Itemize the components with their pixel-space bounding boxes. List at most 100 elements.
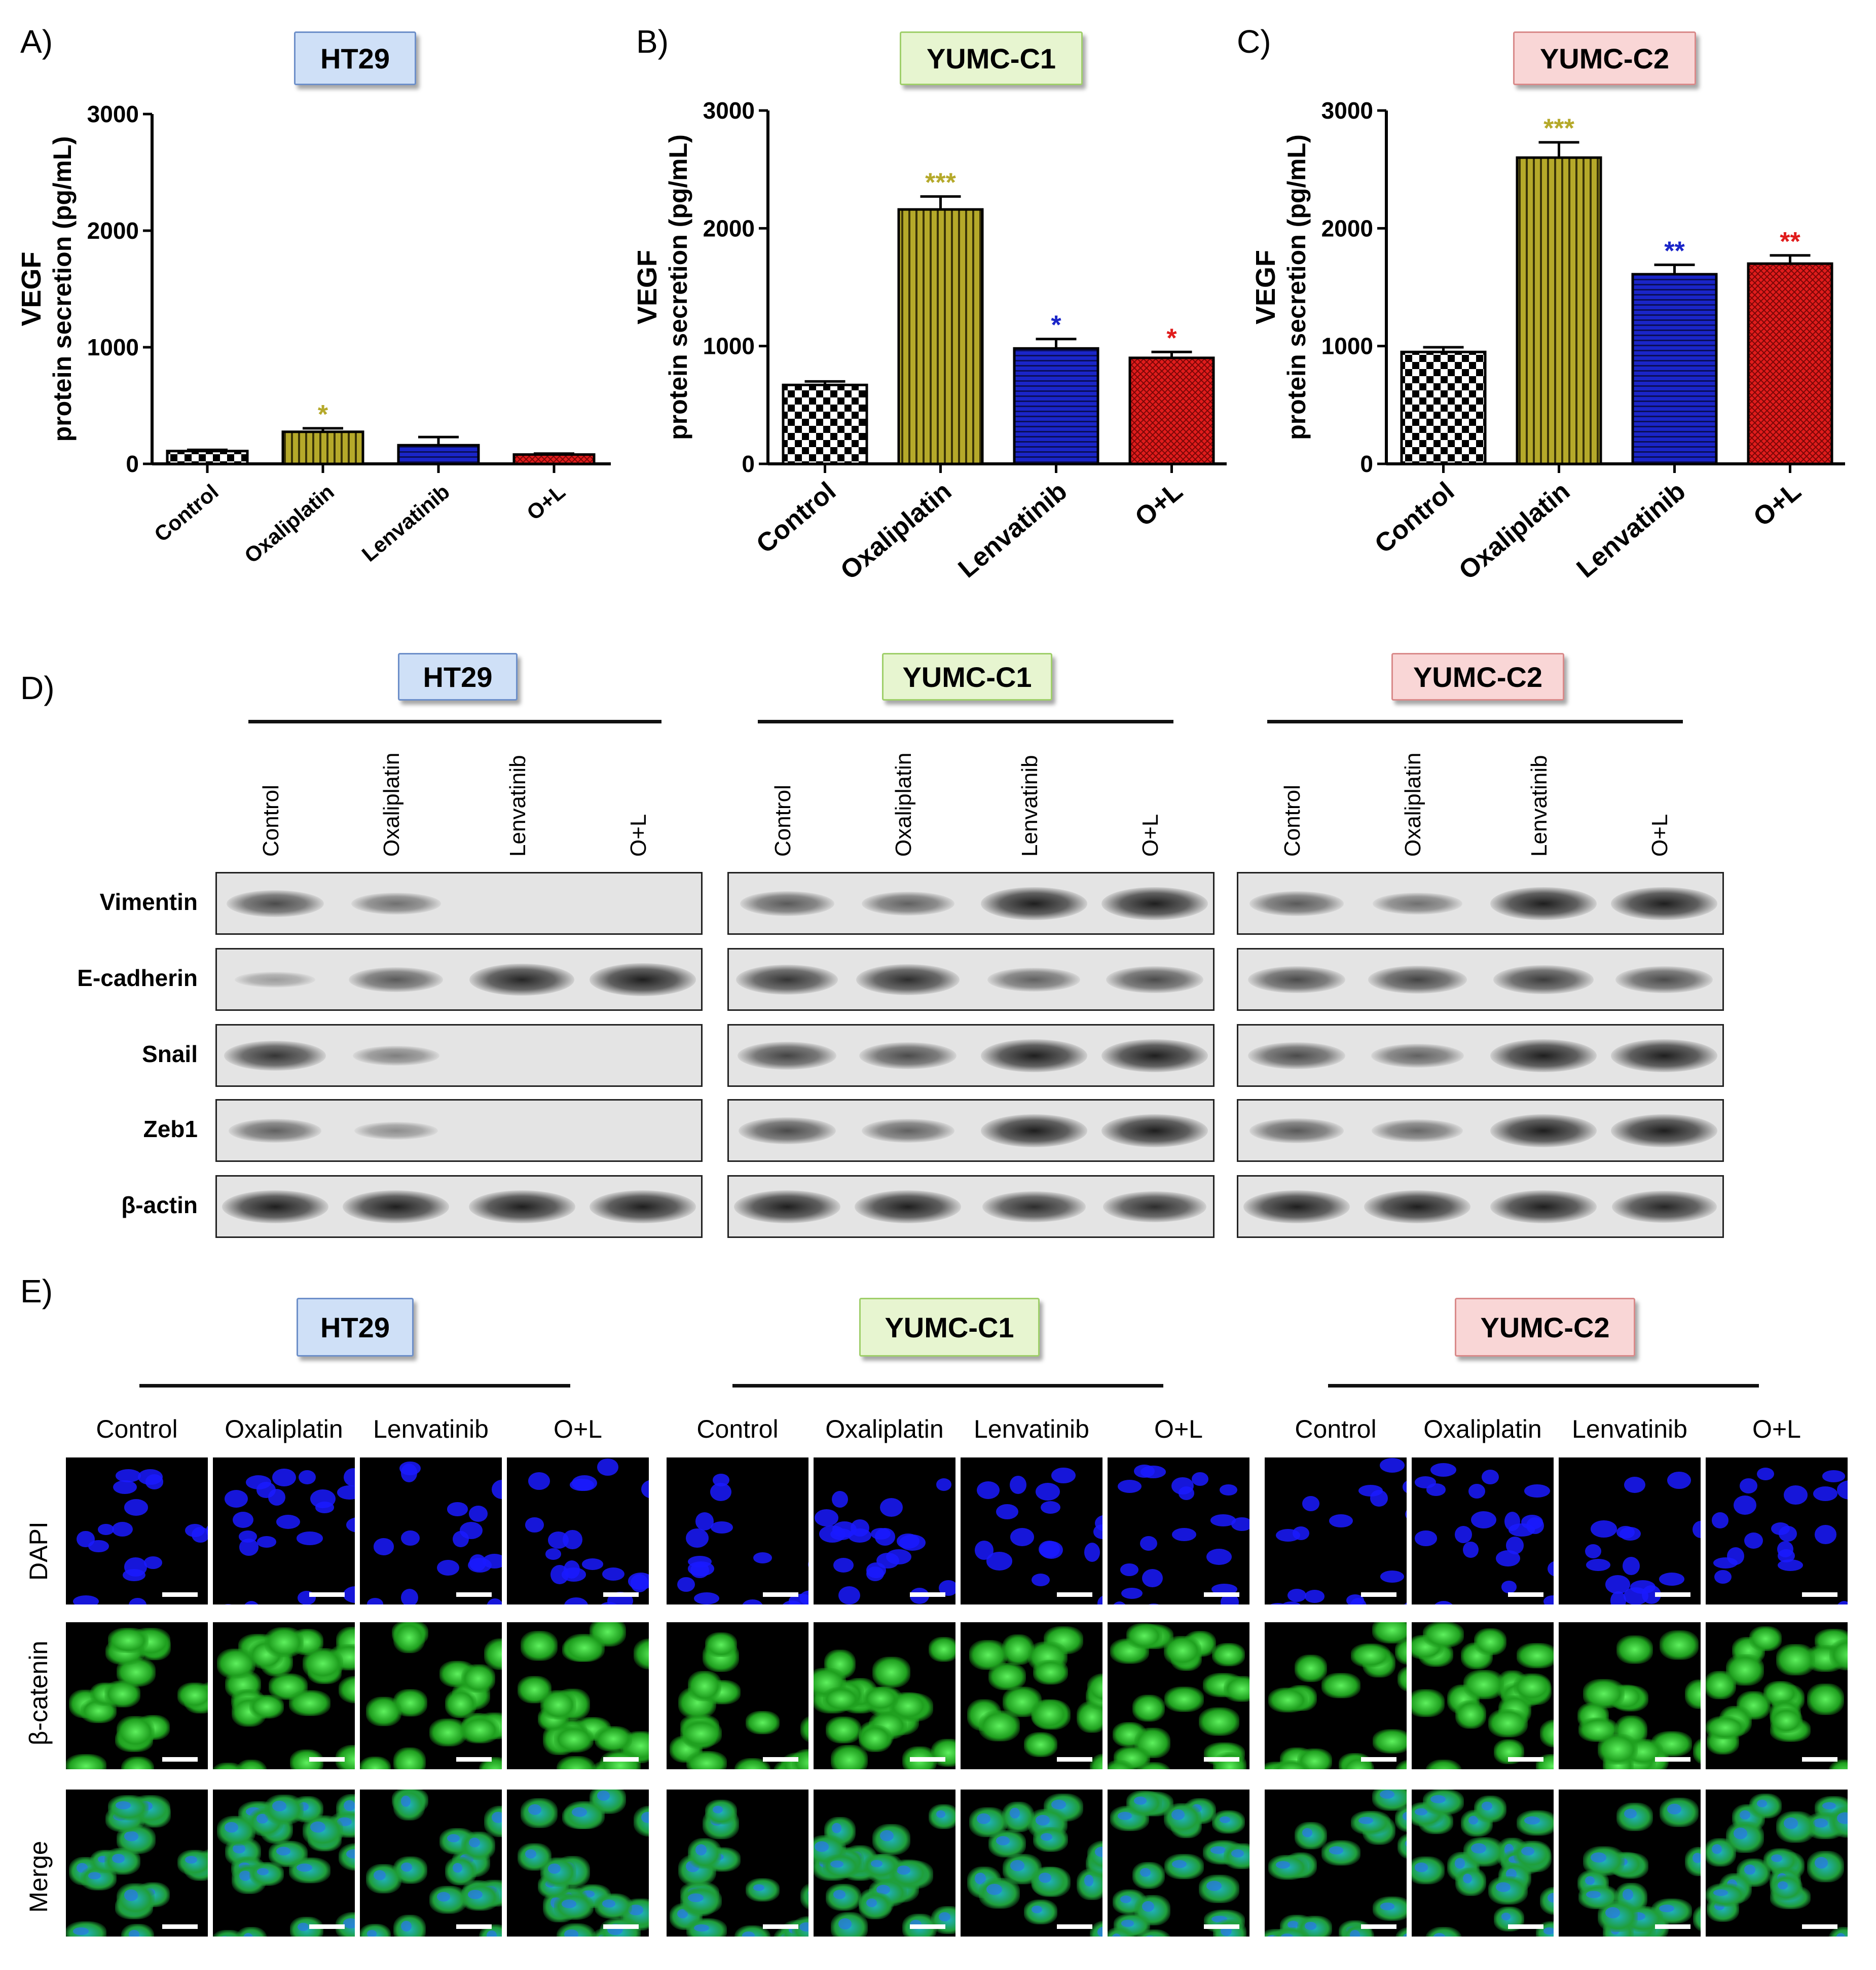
merge-nucleus — [1524, 1816, 1540, 1825]
if-image — [667, 1622, 808, 1769]
nucleus — [876, 1552, 899, 1569]
nucleus — [1501, 1581, 1517, 1593]
catenin-cell — [461, 1664, 495, 1693]
if-image — [1706, 1457, 1848, 1604]
nucleus — [986, 1552, 1013, 1571]
nucleus — [239, 1539, 259, 1556]
if-image — [814, 1457, 955, 1604]
catenin-cell — [557, 1756, 596, 1769]
scale-bar — [1057, 1592, 1092, 1597]
nucleus — [224, 1489, 248, 1508]
bar — [1516, 156, 1602, 465]
merge-nucleus — [1744, 1865, 1756, 1875]
nucleus — [1051, 1468, 1076, 1484]
nucleus — [1120, 1563, 1139, 1576]
merge-nucleus — [977, 1813, 991, 1824]
catenin-cell — [1108, 1760, 1135, 1769]
blot-band — [229, 1118, 322, 1143]
merge-nucleus — [343, 1800, 355, 1811]
bar — [897, 208, 984, 465]
blot-band — [354, 1121, 438, 1140]
protein-label: Zeb1 — [143, 1116, 198, 1142]
lane-label: Oxaliplatin — [1401, 752, 1426, 857]
catenin-cell — [969, 1639, 1008, 1670]
if-image — [1559, 1622, 1701, 1769]
if-image — [1559, 1790, 1701, 1937]
nucleus — [799, 1590, 808, 1604]
nucleus — [1630, 1580, 1656, 1594]
nucleus — [1454, 1526, 1472, 1544]
if-condition-label: Control — [696, 1415, 779, 1443]
nucleus — [1117, 1480, 1142, 1493]
nucleus — [1094, 1515, 1102, 1532]
merge-nucleus — [561, 1900, 576, 1908]
if-image — [1108, 1622, 1249, 1769]
nucleus — [1482, 1469, 1499, 1485]
blot-band — [740, 891, 834, 916]
catenin-cell — [554, 1726, 594, 1753]
nucleus — [1111, 1601, 1128, 1604]
western-title-yumc-c1: YUMC-C1 — [882, 653, 1052, 701]
merge-nucleus — [310, 1821, 326, 1833]
nucleus — [1524, 1484, 1550, 1498]
catenin-cell — [289, 1690, 330, 1716]
merge-nucleus — [866, 1898, 877, 1908]
blot-band — [738, 1041, 837, 1070]
catenin-cell — [1212, 1643, 1245, 1667]
nucleus — [1784, 1485, 1808, 1505]
merge-nucleus — [1111, 1933, 1121, 1937]
catenin-cell — [705, 1632, 737, 1658]
merge-nucleus — [1275, 1860, 1291, 1869]
bar — [166, 450, 249, 465]
if-title-ht29: HT29 — [297, 1298, 414, 1357]
nucleus — [129, 1598, 146, 1604]
catenin-cell — [121, 1757, 154, 1769]
y-axis-label: VEGF — [1250, 250, 1281, 324]
western-group-line-yumc-c1 — [758, 720, 1173, 723]
catenin-cell — [393, 1747, 426, 1769]
nucleus — [814, 1509, 838, 1527]
merge-nucleus — [1084, 1874, 1094, 1886]
catenin-cell — [1397, 1665, 1407, 1693]
scale-bar — [603, 1757, 639, 1762]
scale-bar — [456, 1592, 492, 1597]
merge-nucleus — [1605, 1907, 1621, 1919]
merge-nucleus — [232, 1844, 245, 1854]
merge-nucleus — [693, 1924, 710, 1932]
merge-nucleus — [1586, 1890, 1601, 1899]
blot-band — [226, 890, 324, 917]
nucleus — [1211, 1583, 1238, 1595]
scale-bar — [1655, 1757, 1690, 1762]
bar — [281, 430, 364, 465]
blot-band — [1490, 1190, 1597, 1223]
chart-title-yumc-c1: YUMC-C1 — [900, 31, 1083, 85]
merge-nucleus — [833, 1890, 845, 1899]
merge-nucleus — [1414, 1808, 1427, 1816]
merge-nucleus — [641, 1812, 649, 1823]
nucleus — [1010, 1528, 1034, 1546]
nucleus — [528, 1472, 550, 1490]
x-tick-label: O+L — [1129, 477, 1188, 532]
merge-nucleus — [1430, 1795, 1446, 1804]
if-image — [360, 1622, 502, 1769]
merge-nucleus — [112, 1854, 125, 1863]
y-tick-label: 1000 — [1321, 333, 1373, 359]
merge-nucleus — [831, 1822, 842, 1833]
scale-bar — [763, 1757, 798, 1762]
if-image — [814, 1622, 955, 1769]
merge-nucleus — [1777, 1881, 1788, 1889]
scale-bar — [603, 1924, 639, 1929]
merge-nucleus — [688, 1893, 704, 1903]
catenin-cell — [117, 1716, 155, 1747]
if-image — [66, 1622, 208, 1769]
merge-nucleus — [1120, 1895, 1131, 1903]
if-image — [66, 1790, 208, 1937]
chart-title-yumc-c2: YUMC-C2 — [1513, 31, 1696, 85]
merge-nucleus — [1051, 1800, 1066, 1809]
if-image — [961, 1790, 1102, 1937]
catenin-cell — [746, 1710, 780, 1735]
if-row-label: β-catenin — [24, 1640, 53, 1745]
nucleus — [1623, 1556, 1640, 1576]
merge-nucleus — [939, 1912, 950, 1922]
